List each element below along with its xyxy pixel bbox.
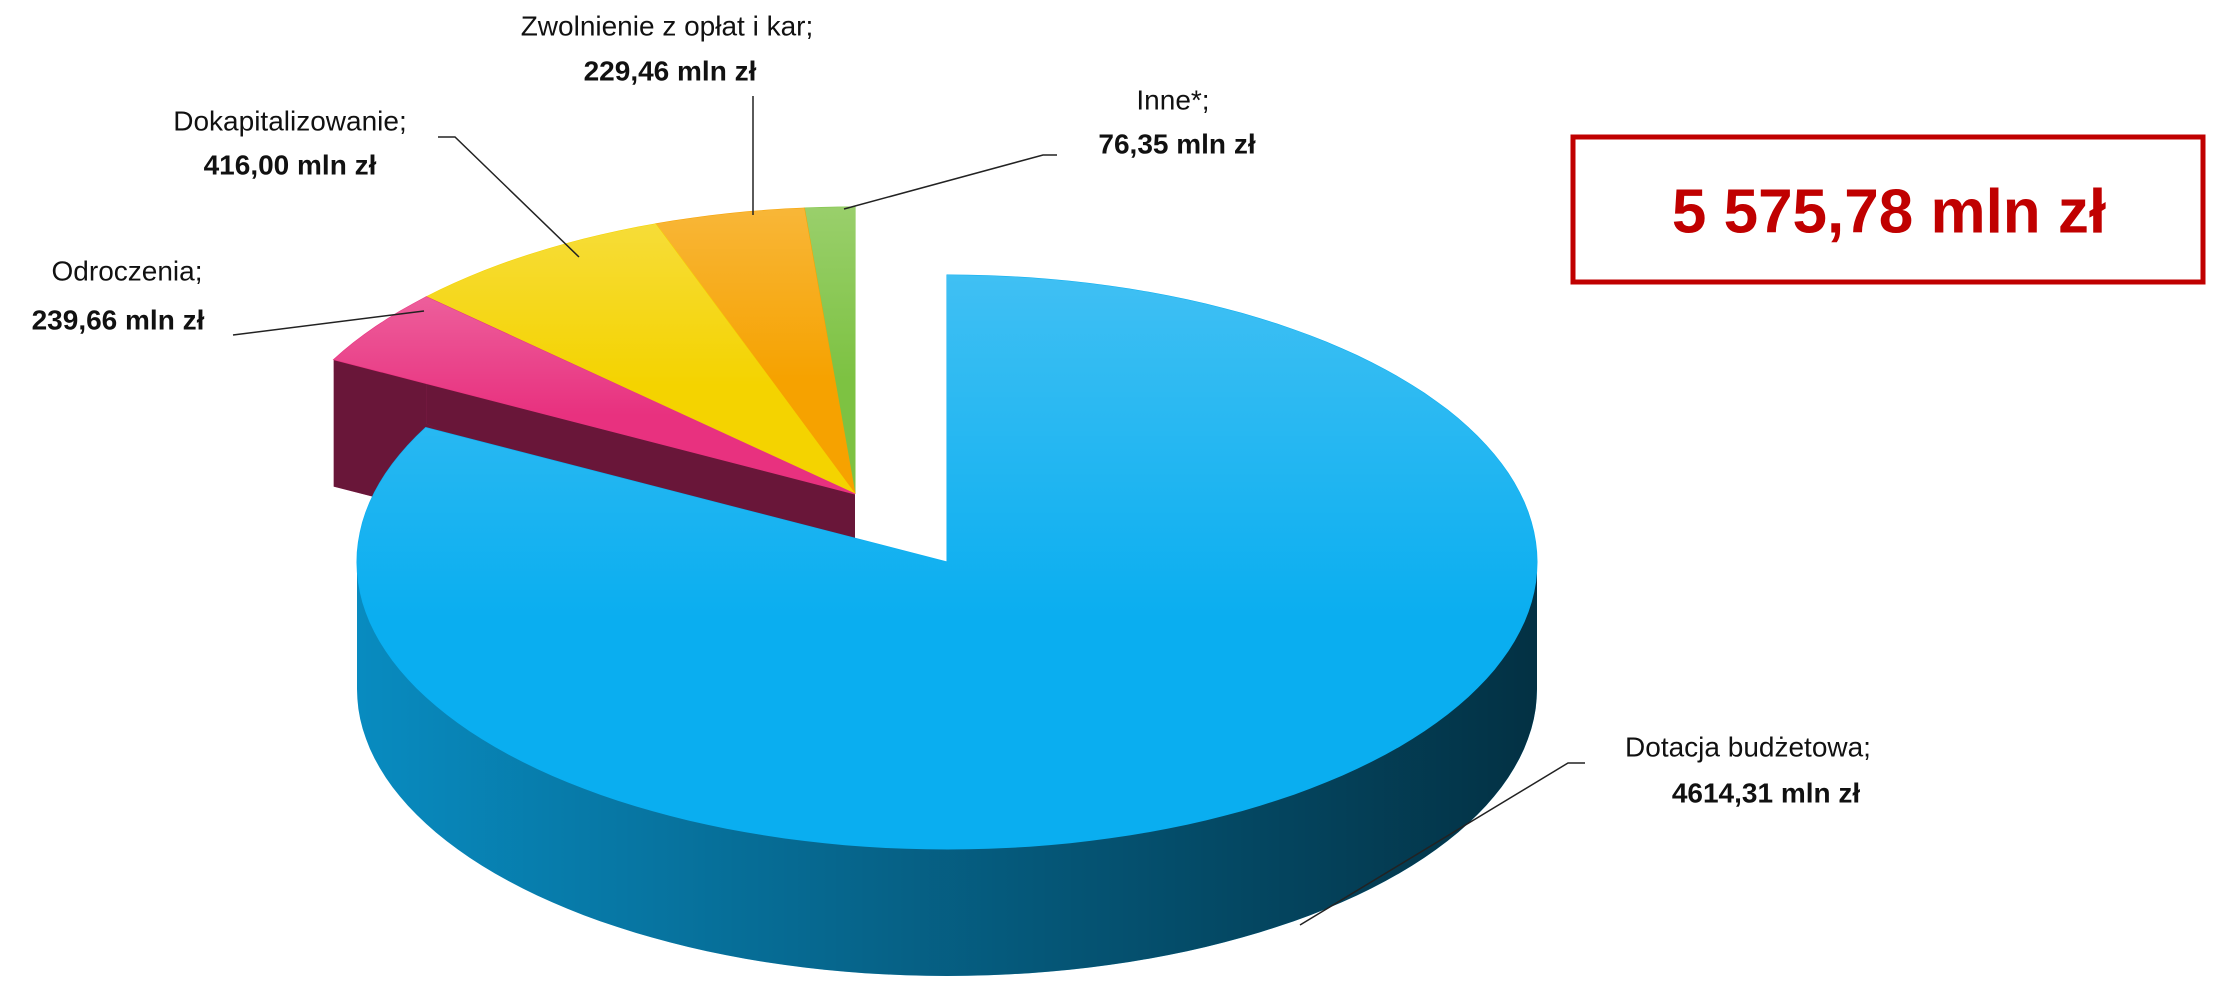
slice-gloss	[426, 223, 855, 494]
slice-value: 416,00 mln zł	[204, 149, 377, 180]
slice-gloss	[357, 275, 1537, 849]
leader-line	[438, 136, 580, 258]
total-box	[1570, 134, 2206, 285]
slice-gloss	[655, 208, 855, 494]
slice-label: Inne*;	[1136, 84, 1209, 115]
slice-label: Dotacja budżetowa;	[1625, 731, 1871, 762]
slice-value: 229,46 mln zł	[584, 55, 757, 86]
total-label: 5 575,78 mln zł	[1672, 177, 2106, 246]
slice-value: 76,35 mln zł	[1098, 128, 1255, 159]
slice-label: Odroczenia;	[52, 255, 203, 286]
leader-line	[843, 154, 1057, 210]
slice-value: 4614,31 mln zł	[1672, 777, 1861, 808]
slice-gloss	[333, 296, 855, 494]
slice-label: Zwolnienie z opłat i kar;	[521, 10, 814, 41]
leader-line	[232, 310, 425, 336]
pie	[332, 206, 1538, 976]
leader-line	[1299, 762, 1585, 926]
slice-side-shade	[357, 562, 1537, 976]
slice-value: 239,66 mln zł	[32, 304, 205, 335]
slice-label: Dokapitalizowanie;	[173, 105, 406, 136]
